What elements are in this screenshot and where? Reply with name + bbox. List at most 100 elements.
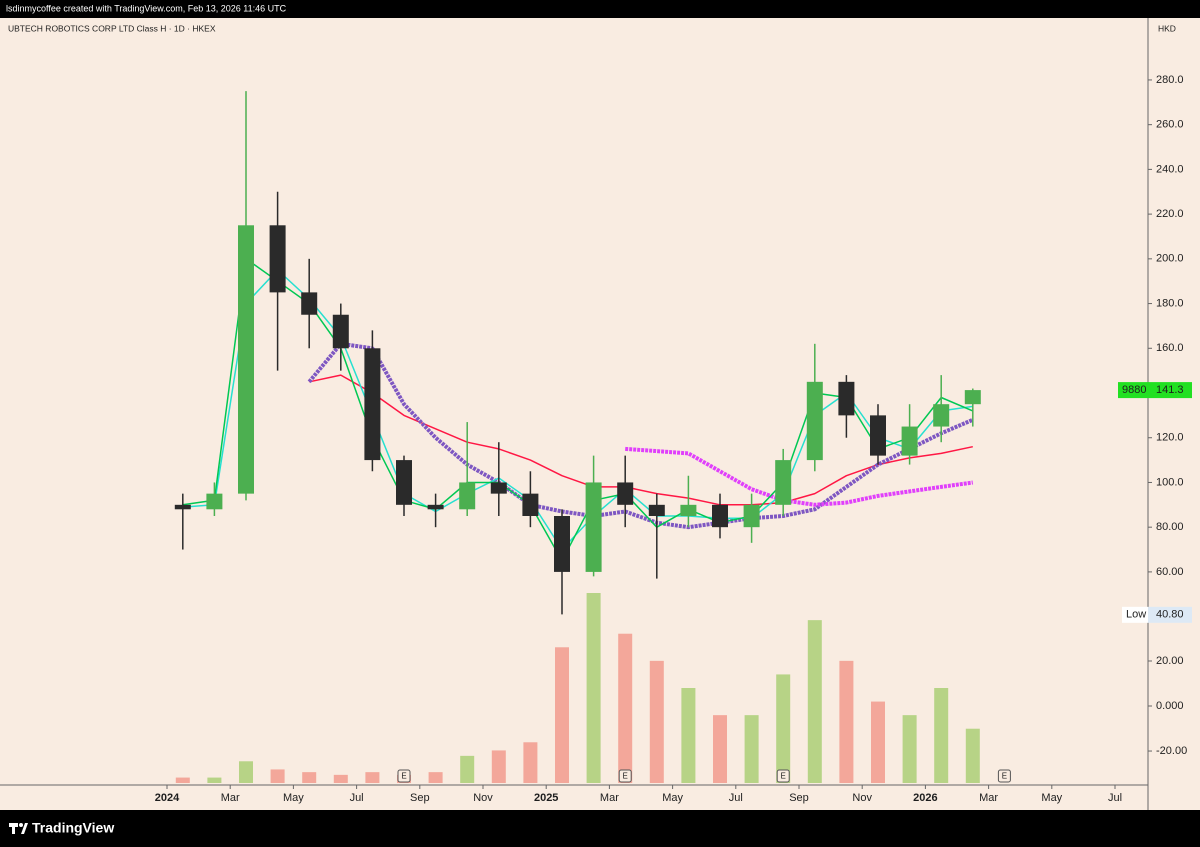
volume-bar: [713, 715, 727, 783]
last-price-label: 141.3: [1156, 384, 1184, 396]
logo-shape: [21, 823, 28, 834]
symbol-title: UBTECH ROBOTICS CORP LTD Class H · 1D · …: [8, 23, 216, 33]
volume-bar: [175, 777, 190, 783]
header-bar: [0, 0, 1200, 18]
volume-bar: [902, 715, 917, 783]
candle-body: [806, 381, 823, 461]
candle-body: [238, 225, 254, 494]
low-label: Low: [1126, 609, 1146, 621]
event-marker: [397, 769, 411, 783]
y-tick-label: 180.0: [1156, 297, 1184, 309]
volume-bar: [428, 772, 443, 783]
logo-shape: [12, 823, 15, 834]
candle-body: [870, 415, 886, 456]
footer-logo: [9, 823, 28, 834]
x-tick-label: Mar: [221, 792, 240, 804]
event-marker: [997, 769, 1011, 783]
candle-body: [332, 314, 349, 349]
x-tick-label: Jul: [350, 792, 364, 804]
moving-average-line: [625, 446, 974, 507]
candle-body: [933, 404, 950, 427]
volume-bar: [776, 674, 791, 783]
volume-bar: [365, 772, 380, 783]
y-tick-label: 200.0: [1156, 253, 1184, 265]
plot-area: [174, 91, 981, 783]
candle-body: [964, 390, 981, 405]
candle-body: [396, 460, 412, 505]
x-tick-label: 2024: [155, 792, 180, 804]
x-tick-label: Nov: [473, 792, 493, 804]
y2-tick-label: 0.000: [1156, 700, 1184, 712]
footer-brand: TradingView: [32, 820, 114, 836]
candle-body: [775, 460, 792, 505]
y-tick-label: 160.0: [1156, 342, 1184, 354]
y-tick-label: 60.00: [1156, 566, 1184, 578]
y-tick-label: 100.0: [1156, 476, 1184, 488]
y-tick-label: 120.0: [1156, 432, 1184, 444]
candle-body: [522, 493, 539, 516]
candle-body: [680, 504, 697, 516]
event-marker: [618, 769, 632, 783]
volume-bar: [302, 772, 317, 783]
volume-bar: [649, 660, 664, 783]
volume-bar: [807, 620, 822, 783]
volume-bar: [207, 777, 222, 783]
candle-body: [364, 348, 381, 461]
low-badge: [1122, 606, 1148, 623]
candle-body: [648, 504, 665, 516]
candle-body: [427, 504, 444, 510]
footer-bar: [0, 810, 1200, 847]
header-text: lsdinmycoffee created with TradingView.c…: [6, 3, 287, 13]
candle-body: [838, 381, 855, 416]
x-tick-label: May: [1041, 792, 1062, 804]
candle-body: [554, 515, 570, 572]
candle-body: [174, 504, 191, 510]
candle-body: [490, 482, 507, 494]
currency: HKD: [1158, 23, 1176, 33]
x-tick-label: May: [662, 792, 683, 804]
y-tick-label: 280.0: [1156, 74, 1184, 86]
candle-body: [901, 426, 918, 456]
x-tick-label: Sep: [789, 792, 809, 804]
y-tick-label: 260.0: [1156, 119, 1184, 131]
y-tick-label: 220.0: [1156, 208, 1184, 220]
candle-body: [585, 482, 602, 572]
volume-bar: [586, 593, 601, 783]
volume-bar: [965, 728, 980, 783]
event-label: E: [401, 772, 406, 781]
candle-body: [301, 292, 318, 315]
event-marker: [776, 769, 790, 783]
y2-tick-label: -20.00: [1156, 745, 1187, 757]
candle-body: [206, 493, 223, 510]
candle-body: [269, 225, 286, 293]
x-tick-label: Mar: [600, 792, 619, 804]
candle-body: [617, 482, 634, 505]
y-tick-label: 240.0: [1156, 163, 1184, 175]
volume-bar: [270, 769, 285, 783]
volume-bar: [839, 660, 854, 783]
volume-bar: [618, 633, 633, 783]
low-value-label: 40.80: [1156, 609, 1184, 621]
candle-body: [459, 482, 476, 510]
x-tick-label: Jul: [1108, 792, 1122, 804]
volume-bar: [934, 688, 949, 783]
event-label: E: [1002, 772, 1007, 781]
last-price-badge: [1118, 382, 1192, 399]
x-tick-label: 2026: [913, 792, 937, 804]
logo-shape: [19, 823, 23, 827]
volume-bar: [239, 761, 253, 783]
volume-bar: [333, 774, 348, 783]
x-tick-label: Sep: [410, 792, 430, 804]
volume-bar: [744, 715, 759, 783]
y-tick-label: 80.00: [1156, 521, 1184, 533]
event-label: E: [781, 772, 786, 781]
y2-tick-label: 20.00: [1156, 655, 1184, 667]
x-tick-label: May: [283, 792, 304, 804]
volume-bar: [523, 742, 538, 783]
event-label: E: [623, 772, 628, 781]
volume-bar: [681, 688, 696, 783]
volume-bar: [871, 701, 885, 783]
x-tick-label: Nov: [852, 792, 872, 804]
x-tick-label: 2025: [534, 792, 558, 804]
